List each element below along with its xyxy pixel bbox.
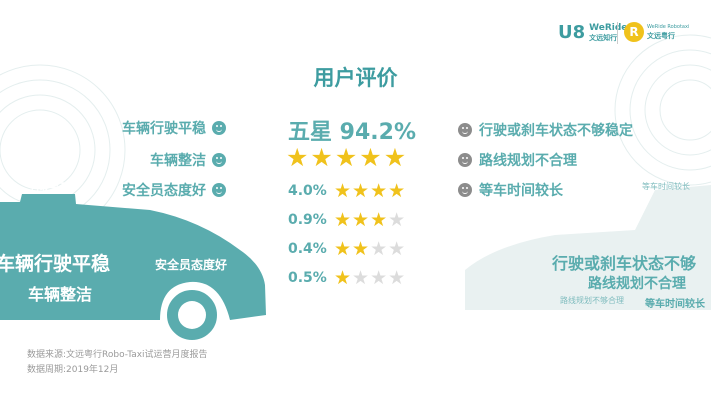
right-word-3: 等车时间较长 bbox=[645, 299, 705, 310]
star-filled-icon: ★ bbox=[286, 143, 311, 172]
star-filled-icon: ★ bbox=[334, 180, 353, 202]
star-filled-icon: ★ bbox=[334, 209, 353, 231]
star-empty-icon: ★ bbox=[370, 238, 389, 260]
rating-percentage: 0.4% bbox=[288, 241, 327, 257]
car-word-3: 车辆整洁 bbox=[28, 285, 93, 304]
data-source: 数据来源:文远粤行Robo-Taxi试运营月度报告 bbox=[27, 350, 208, 360]
star-filled-icon: ★ bbox=[310, 143, 335, 172]
positive-item: 车辆行驶平稳 bbox=[122, 118, 226, 138]
star-empty-icon: ★ bbox=[388, 238, 407, 260]
car-word-1: 车辆行驶平稳 bbox=[0, 253, 111, 275]
positive-label: 车辆整洁 bbox=[150, 153, 206, 169]
car-roof-tag: 行驶平稳 bbox=[30, 183, 70, 194]
star-filled-icon: ★ bbox=[370, 209, 389, 231]
rating-row: 0.9% ★★★★ bbox=[288, 209, 406, 231]
car-word-2: 安全员态度好 bbox=[155, 258, 228, 272]
weride-en: WeRide bbox=[589, 22, 628, 33]
smile-face-icon bbox=[212, 183, 226, 197]
weride-cn: 文远知行 bbox=[589, 33, 618, 42]
rating-row: 4.0% ★★★★ bbox=[288, 180, 406, 202]
negative-label: 行驶或刹车状态不够稳定 bbox=[479, 123, 633, 139]
right-car-illustration bbox=[465, 185, 711, 310]
weride-logo: U8 WeRide 文远知行 bbox=[558, 22, 627, 43]
rating-percentage: 0.5% bbox=[288, 270, 327, 286]
star-filled-icon: ★ bbox=[388, 180, 407, 202]
rating-stars: ★★★★ bbox=[334, 209, 406, 231]
negative-item: 路线规划不合理 bbox=[458, 150, 577, 170]
star-empty-icon: ★ bbox=[370, 267, 389, 289]
robotaxi-mark-icon: R bbox=[624, 22, 644, 42]
weride-mark-icon: U8 bbox=[558, 22, 586, 43]
rating-row: 0.5% ★★★★ bbox=[288, 267, 406, 289]
rating-row: 0.4% ★★★★ bbox=[288, 238, 406, 260]
star-filled-icon: ★ bbox=[359, 143, 384, 172]
star-filled-icon: ★ bbox=[370, 180, 389, 202]
neutral-face-icon bbox=[458, 183, 472, 197]
right-word-2: 路线规划不合理 bbox=[588, 276, 686, 292]
robotaxi-logo: R WeRide Robotaxi 文远粤行 bbox=[624, 22, 689, 42]
robotaxi-cn: 文远粤行 bbox=[647, 32, 675, 40]
negative-label: 路线规划不合理 bbox=[479, 153, 577, 169]
rating-percentage: 0.9% bbox=[288, 212, 327, 228]
logo-divider bbox=[617, 22, 618, 44]
right-word-1: 行驶或刹车状态不够 bbox=[552, 254, 697, 273]
smile-face-icon bbox=[212, 153, 226, 167]
negative-item: 行驶或刹车状态不够稳定 bbox=[458, 120, 633, 140]
star-filled-icon: ★ bbox=[334, 143, 360, 172]
positive-label: 车辆行驶平稳 bbox=[122, 121, 206, 137]
star-filled-icon: ★ bbox=[352, 238, 371, 260]
star-filled-icon: ★ bbox=[352, 209, 371, 231]
negative-item: 等车时间较长 bbox=[458, 180, 563, 200]
right-word-4: 路线规划不够合理 bbox=[560, 296, 624, 305]
neutral-face-icon bbox=[458, 153, 472, 167]
star-filled-icon: ★ bbox=[334, 238, 353, 260]
rating-percentage: 4.0% bbox=[288, 183, 327, 199]
neutral-face-icon bbox=[458, 123, 472, 137]
rating-stars: ★★★★ bbox=[334, 180, 406, 202]
star-empty-icon: ★ bbox=[352, 267, 371, 289]
star-filled-icon: ★ bbox=[334, 267, 353, 289]
negative-label: 等车时间较长 bbox=[479, 183, 563, 199]
left-car-illustration bbox=[0, 194, 266, 340]
positive-label: 安全员态度好 bbox=[122, 183, 206, 199]
rating-stars: ★★★★ bbox=[334, 238, 406, 260]
smile-face-icon bbox=[212, 121, 226, 135]
five-star-percentage: 五星 94.2% bbox=[288, 120, 416, 145]
star-empty-icon: ★ bbox=[388, 209, 407, 231]
star-filled-icon: ★ bbox=[352, 180, 371, 202]
five-star-icons: ★★★★★ bbox=[286, 143, 408, 172]
rating-stars: ★★★★ bbox=[334, 267, 406, 289]
star-empty-icon: ★ bbox=[388, 267, 407, 289]
robotaxi-en: WeRide Robotaxi bbox=[647, 24, 690, 30]
star-filled-icon: ★ bbox=[383, 143, 409, 172]
right-word-5: 等车时间较长 bbox=[642, 182, 690, 191]
page-title: 用户评价 bbox=[313, 66, 398, 90]
data-period: 数据周期:2019年12月 bbox=[27, 365, 119, 375]
positive-item: 车辆整洁 bbox=[150, 150, 226, 170]
positive-item: 安全员态度好 bbox=[122, 180, 226, 200]
